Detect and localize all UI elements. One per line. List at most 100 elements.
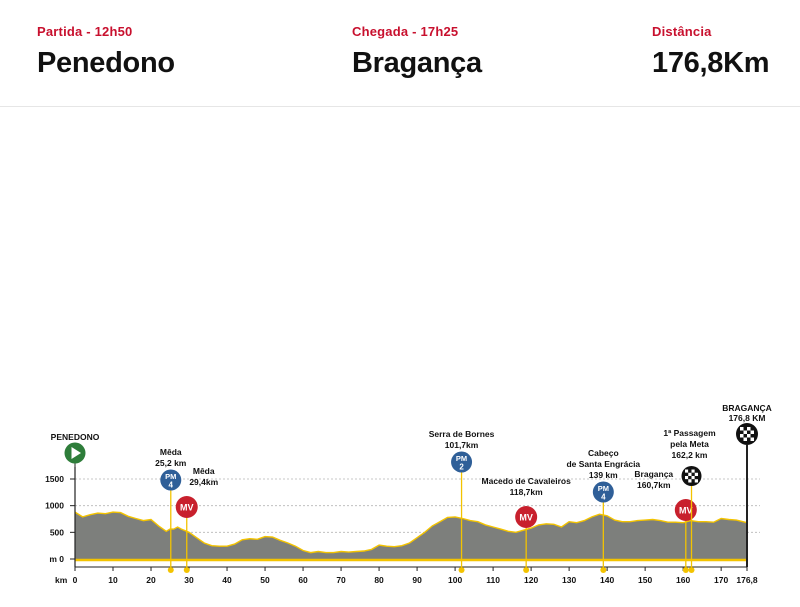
pm-label: Cabeço [588, 448, 619, 458]
checker-cell [691, 476, 695, 480]
checker-cell [747, 427, 751, 431]
stage-header: Partida - 12h50 Penedono Chegada - 17h25… [0, 0, 800, 107]
passage-label: pela Meta [670, 439, 709, 449]
y-tick-label: 500 [50, 527, 64, 537]
passage-label: 162,2 km [672, 450, 708, 460]
x-tick-label: 50 [260, 575, 270, 585]
checker-cell [685, 479, 689, 483]
checker-cell [747, 430, 751, 434]
pm-category: 4 [601, 493, 606, 502]
y-tick-label: m 0 [49, 554, 64, 564]
mv-label: Macedo de Cavaleiros [482, 476, 572, 486]
x-tick-label: 30 [184, 575, 194, 585]
pm-label: Serra de Bornes [429, 429, 495, 439]
mv-label: Bragança [634, 469, 673, 479]
checker-cell [688, 476, 692, 480]
pm-baseline-dot [600, 567, 607, 573]
pm-category: 2 [459, 463, 464, 472]
checker-cell [747, 434, 751, 438]
pm-baseline-dot [167, 567, 174, 573]
start-city: Penedono [37, 47, 175, 79]
x-tick-label: 100 [448, 575, 462, 585]
x-tick-label: 90 [412, 575, 422, 585]
pm-marker-text: PM [165, 472, 176, 481]
x-tick-label: 150 [638, 575, 652, 585]
checkered-flag-icon [740, 427, 754, 441]
x-tick-label: 120 [524, 575, 538, 585]
pm-marker [451, 451, 473, 473]
pm-category: 4 [169, 481, 174, 490]
y-tick-label: 1500 [45, 474, 64, 484]
checker-cell [750, 430, 754, 434]
pm-label: Mêda [160, 447, 182, 457]
checker-cell [740, 434, 744, 438]
checker-cell [694, 476, 699, 480]
checker-cell [688, 472, 692, 476]
checker-cell [694, 472, 699, 476]
mv-baseline-dot [183, 567, 190, 573]
x-tick-label: 130 [562, 575, 576, 585]
x-tick-label: 20 [146, 575, 156, 585]
elevation-area [75, 512, 747, 559]
pm-marker-text: PM [456, 454, 467, 463]
checker-cell [743, 430, 747, 434]
distance-value: 176,8Km [652, 47, 770, 79]
start-info: Partida - 12h50 Penedono [37, 24, 175, 80]
checker-cell [691, 472, 695, 476]
mv-label: 160,7km [637, 480, 671, 490]
checker-cell [743, 427, 747, 431]
x-tick-label: 140 [600, 575, 614, 585]
checkered-flag-icon [685, 469, 699, 483]
x-tick-label: 10 [108, 575, 118, 585]
finish-label: Chegada - 17h25 [352, 24, 459, 39]
checker-cell [694, 479, 699, 483]
x-tick-label: 110 [486, 575, 500, 585]
checker-cell [750, 437, 754, 441]
checker-cell [743, 437, 747, 441]
passage-baseline-dot [688, 567, 695, 573]
checker-cell [740, 430, 744, 434]
checker-cell [688, 469, 692, 473]
elevation-line [74, 511, 748, 554]
mv-baseline-dot [682, 567, 689, 573]
mv-label: 118,7km [510, 487, 544, 497]
finish-info: Chegada - 17h25 Bragança [352, 24, 482, 80]
checker-cell [691, 469, 695, 473]
passage-label: 1ª Passagem [663, 428, 716, 438]
mv-marker-text: MV [519, 513, 533, 523]
pm-marker [160, 469, 182, 491]
pm-marker [592, 481, 614, 503]
play-icon [71, 447, 81, 459]
checker-cell [740, 427, 744, 431]
checker-cell [691, 479, 695, 483]
checker-cell [740, 437, 744, 441]
checker-cell [750, 427, 754, 431]
x-axis-label: km [55, 575, 68, 585]
x-tick-label: 176,8 [736, 575, 758, 585]
distance-info: Distância 176,8Km [652, 24, 770, 80]
mv-marker [175, 496, 198, 518]
start-label: PENEDONO [51, 432, 100, 442]
finish-km-label: 176,8 KM [729, 413, 766, 423]
checker-cell [747, 437, 751, 441]
pm-label: 101,7km [445, 440, 479, 450]
checker-cell [685, 469, 689, 473]
x-tick-label: 40 [222, 575, 232, 585]
y-tick-label: 1000 [45, 501, 64, 511]
x-tick-label: 80 [374, 575, 384, 585]
x-tick-label: 60 [298, 575, 308, 585]
checker-cell [688, 479, 692, 483]
mv-baseline-dot [523, 567, 530, 573]
x-tick-label: 170 [714, 575, 728, 585]
mv-label: 29,4km [189, 477, 218, 487]
checker-cell [750, 434, 754, 438]
checker-cell [694, 469, 699, 473]
pm-label: 25,2 km [155, 458, 187, 468]
pm-baseline-dot [458, 567, 465, 573]
pm-label: de Santa Engrácia [566, 459, 640, 469]
distance-label: Distância [652, 24, 712, 39]
mv-marker [515, 506, 538, 528]
x-tick-label: 160 [676, 575, 690, 585]
finish-label: BRAGANÇA [722, 403, 772, 413]
